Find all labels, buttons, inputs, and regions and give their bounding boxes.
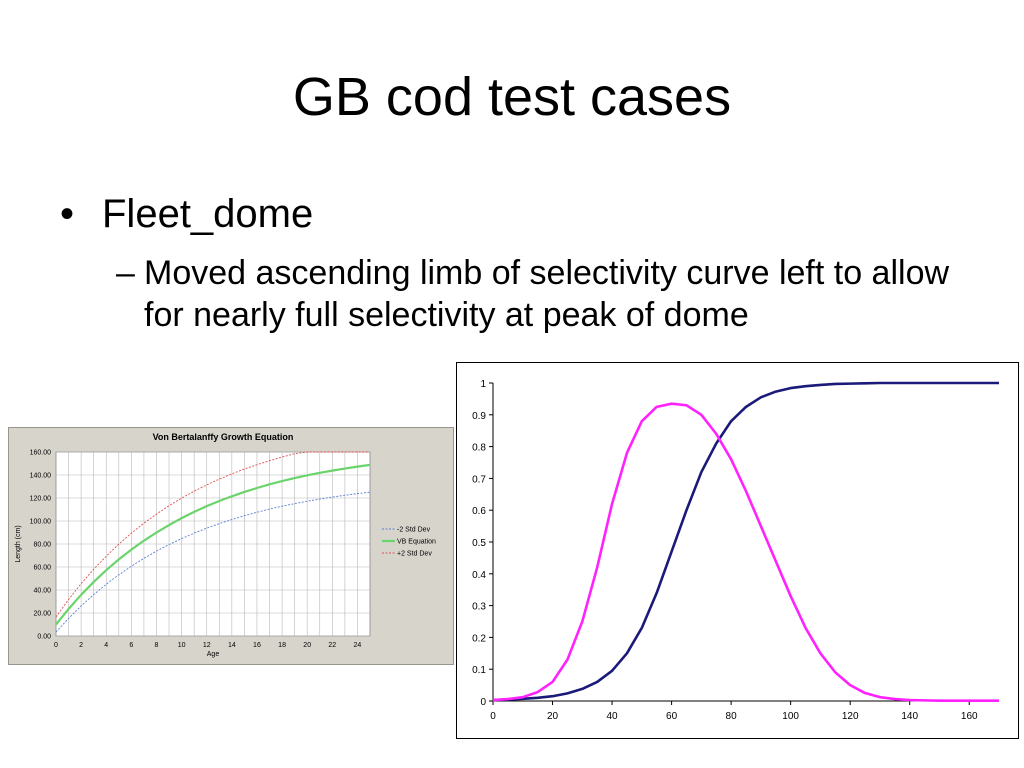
series-line-vb-equation <box>55 463 371 626</box>
y-tick-label: 0.8 <box>472 443 486 454</box>
y-tick-label: 0 <box>480 697 486 708</box>
x-tick-label: 120 <box>842 711 859 722</box>
growth-chart: Von Bertalanffy Growth Equation 0.00 20.00… <box>8 427 454 665</box>
y-tick-label: 0.00 <box>37 634 51 641</box>
x-tick-label: 8 <box>155 642 159 649</box>
legend-label: -2 Std Dev <box>397 527 431 534</box>
x-tick-label: 80 <box>726 711 738 722</box>
y-tick-label: 60.00 <box>33 565 51 572</box>
y-tick-label: 0.5 <box>472 538 486 549</box>
legend-label: +2 Std Dev <box>397 551 432 558</box>
selectivity-curve-logistic <box>492 381 999 702</box>
y-tick-label: 80.00 <box>33 542 51 549</box>
x-tick-label: 22 <box>328 642 336 649</box>
sub-bullet-marker: – <box>116 254 135 292</box>
x-tick-label: 100 <box>782 711 799 722</box>
y-tick-label: 0.1 <box>472 665 486 676</box>
chart-title: Von Bertalanffy Growth Equation <box>153 432 294 442</box>
x-tick-label: 10 <box>178 642 186 649</box>
x-axis-label: Age <box>207 651 220 658</box>
x-tick-label: 24 <box>354 642 362 649</box>
x-tick-label: 6 <box>129 642 133 649</box>
bullet-marker: • <box>60 192 75 236</box>
y-tick-label: 120.00 <box>30 496 52 503</box>
selectivity-curve-dome <box>492 402 999 702</box>
y-tick-label: 0.7 <box>472 474 486 485</box>
y-tick-label: 1 <box>480 379 486 390</box>
y-tick-label: 0.2 <box>472 633 486 644</box>
series-line-2-std-dev <box>55 491 371 633</box>
slide-title: GB cod test cases <box>292 67 732 127</box>
y-tick-label: 40.00 <box>33 588 51 595</box>
y-tick-label: 140.00 <box>30 473 52 480</box>
bullet-text: Fleet_dome <box>102 192 314 236</box>
y-tick-label: 0.4 <box>472 570 486 581</box>
y-tick-label: 100.00 <box>30 519 52 526</box>
x-tick-label: 0 <box>54 642 58 649</box>
x-tick-label: 0 <box>490 711 496 722</box>
y-tick-label: 20.00 <box>33 611 51 618</box>
x-tick-label: 160 <box>961 711 978 722</box>
x-tick-label: 14 <box>228 642 236 649</box>
legend-label: VB Equation <box>397 539 436 546</box>
x-tick-label: 20 <box>547 711 559 722</box>
growth-chart-svg: Von Bertalanffy Growth Equation 0.00 20.00… <box>15 432 436 658</box>
y-tick-label: 0.3 <box>472 602 486 613</box>
x-tick-label: 4 <box>104 642 108 649</box>
y-tick-label: 160.00 <box>30 450 52 457</box>
y-tick-label: 0.9 <box>472 411 486 422</box>
x-tick-label: 18 <box>278 642 286 649</box>
selectivity-chart-svg: 0 0.1 0.2 0.3 0.4 0.5 0.6 0.7 0.8 0.9 1 0 20 40 60 80 10… <box>472 379 999 722</box>
selectivity-chart: 0 0.1 0.2 0.3 0.4 0.5 0.6 0.7 0.8 0.9 1 0 20 40 60 80 10… <box>456 362 1019 739</box>
x-tick-label: 60 <box>666 711 678 722</box>
x-tick-label: 16 <box>253 642 261 649</box>
sub-bullet-text: Moved ascending limb of selectivity curv… <box>144 254 950 334</box>
series-line-2-std-dev <box>55 451 370 618</box>
y-tick-label: 0.6 <box>472 506 486 517</box>
x-tick-label: 12 <box>203 642 211 649</box>
x-tick-label: 2 <box>79 642 83 649</box>
x-tick-label: 140 <box>901 711 918 722</box>
x-tick-label: 40 <box>606 711 618 722</box>
y-axis-label: Length (cm) <box>15 525 22 562</box>
x-tick-label: 20 <box>303 642 311 649</box>
